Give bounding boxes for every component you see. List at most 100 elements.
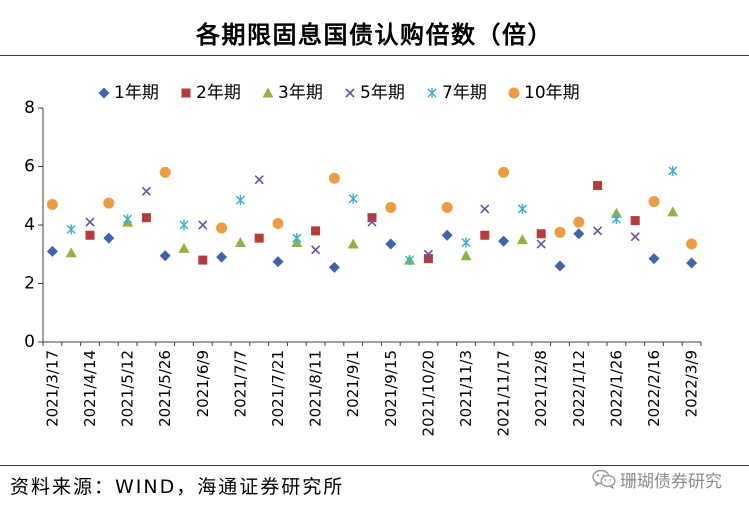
legend-square-shape bbox=[181, 88, 191, 98]
x-tick-label: 2021/3/17 bbox=[43, 350, 61, 427]
legend-item-diamond: 1年期 bbox=[98, 83, 180, 103]
point-asterisk-25 bbox=[517, 203, 527, 214]
point-triangle-33 bbox=[667, 206, 679, 217]
legend: 1年期 2年期 3年期 5年期 7年期 10年期 bbox=[98, 83, 590, 103]
point-circle-24 bbox=[498, 166, 510, 178]
point-diamond-15 bbox=[328, 261, 340, 273]
point-x-17 bbox=[367, 217, 377, 227]
point-x-2 bbox=[85, 217, 95, 227]
point-diamond-18 bbox=[385, 238, 397, 250]
point-x-11 bbox=[254, 175, 264, 185]
legend-marker-asterisk-icon bbox=[427, 88, 437, 98]
legend-label: 7年期 bbox=[442, 83, 487, 103]
x-tick-label: 2021/12/8 bbox=[532, 350, 550, 427]
point-x-26 bbox=[536, 239, 546, 249]
point-circle-12 bbox=[272, 218, 284, 230]
point-square-23 bbox=[480, 230, 490, 240]
point-x-8 bbox=[198, 220, 208, 230]
footer-divider bbox=[0, 465, 749, 466]
point-circle-32 bbox=[648, 196, 660, 208]
point-square-17 bbox=[367, 213, 377, 223]
point-x-20 bbox=[423, 249, 433, 259]
scatter-chart: 0 2 4 6 8 2021/3/17 2021/4/14 2021/5/12 2021/5/2… bbox=[24, 98, 702, 436]
x-tick-label: 2022/1/26 bbox=[607, 350, 625, 427]
legend-item-x: 5年期 bbox=[344, 83, 426, 103]
point-asterisk-1 bbox=[66, 224, 76, 235]
point-diamond-28 bbox=[573, 228, 585, 240]
x-tick-label: 2021/9/1 bbox=[344, 350, 362, 417]
x-tick-label: 2021/11/3 bbox=[457, 350, 475, 427]
point-asterisk-19 bbox=[405, 255, 415, 266]
point-triangle-7 bbox=[178, 242, 190, 253]
point-diamond-32 bbox=[648, 253, 660, 265]
point-diamond-12 bbox=[272, 256, 284, 268]
legend-marker-diamond-icon bbox=[98, 87, 110, 99]
point-circle-9 bbox=[216, 222, 228, 234]
point-circle-27 bbox=[554, 226, 566, 238]
legend-x-shape bbox=[345, 88, 355, 98]
point-triangle-1 bbox=[65, 247, 77, 258]
x-tick-label: 2022/1/12 bbox=[570, 350, 588, 427]
legend-label: 5年期 bbox=[360, 83, 405, 103]
point-circle-34 bbox=[686, 238, 698, 250]
x-tick-label: 2021/10/20 bbox=[419, 350, 437, 436]
source-note: 资料来源：WIND，海通证券研究所 bbox=[10, 476, 345, 498]
point-triangle-22 bbox=[460, 250, 472, 261]
point-square-20 bbox=[423, 254, 433, 264]
legend-item-circle: 10年期 bbox=[508, 83, 590, 103]
point-diamond-6 bbox=[159, 250, 171, 262]
point-triangle-10 bbox=[234, 237, 246, 248]
point-circle-3 bbox=[103, 197, 115, 209]
point-asterisk-7 bbox=[179, 220, 189, 230]
legend-marker-x-icon bbox=[345, 88, 355, 98]
point-diamond-27 bbox=[554, 260, 566, 272]
y-tick-label: 6 bbox=[24, 157, 35, 177]
legend-diamond-shape bbox=[98, 87, 110, 99]
x-tick-label: 2022/2/16 bbox=[645, 350, 663, 427]
point-square-2 bbox=[85, 230, 95, 240]
x-tick-label: 2021/4/14 bbox=[81, 350, 99, 427]
point-asterisk-30 bbox=[611, 214, 621, 225]
y-tick-label: 2 bbox=[24, 274, 35, 294]
legend-marker-circle-icon bbox=[508, 87, 520, 99]
x-tick-label: 2021/9/15 bbox=[382, 350, 400, 427]
legend-item-asterisk: 7年期 bbox=[426, 83, 508, 103]
point-diamond-21 bbox=[441, 229, 453, 241]
y-tick-label: 4 bbox=[24, 215, 35, 235]
x-tick-label: 2021/7/7 bbox=[231, 350, 249, 417]
point-square-26 bbox=[536, 229, 546, 239]
point-triangle-25 bbox=[516, 234, 528, 245]
point-x-29 bbox=[593, 226, 603, 236]
point-circle-0 bbox=[46, 199, 58, 211]
point-triangle-16 bbox=[347, 238, 359, 249]
title-divider bbox=[0, 55, 749, 56]
point-asterisk-10 bbox=[235, 195, 245, 206]
legend-circle-shape bbox=[508, 87, 520, 99]
legend-marker-square-icon bbox=[181, 88, 191, 98]
point-square-29 bbox=[593, 181, 603, 191]
legend-label: 1年期 bbox=[114, 83, 159, 103]
point-circle-28 bbox=[573, 216, 585, 228]
point-x-5 bbox=[141, 186, 151, 196]
point-asterisk-13 bbox=[292, 233, 302, 244]
x-tick-label: 2022/3/9 bbox=[683, 350, 701, 417]
x-tick-label: 2021/8/11 bbox=[307, 350, 325, 427]
y-tick-label: 0 bbox=[24, 332, 35, 352]
point-x-23 bbox=[480, 204, 490, 214]
chart-title: 各期限固息国债认购倍数（倍） bbox=[196, 21, 553, 49]
point-circle-15 bbox=[328, 172, 340, 184]
x-tick-label: 2021/6/9 bbox=[194, 350, 212, 417]
legend-item-square: 2年期 bbox=[180, 83, 262, 103]
legend-marker-triangle-icon bbox=[262, 87, 274, 98]
point-square-5 bbox=[141, 213, 151, 223]
point-circle-18 bbox=[385, 201, 397, 213]
point-diamond-0 bbox=[46, 245, 58, 257]
point-diamond-3 bbox=[103, 232, 115, 244]
legend-label: 2年期 bbox=[196, 83, 241, 103]
wechat-icon bbox=[592, 469, 616, 489]
point-asterisk-16 bbox=[348, 193, 358, 204]
point-triangle-30 bbox=[610, 207, 622, 218]
legend-label: 10年期 bbox=[524, 83, 580, 103]
point-diamond-9 bbox=[216, 251, 228, 263]
